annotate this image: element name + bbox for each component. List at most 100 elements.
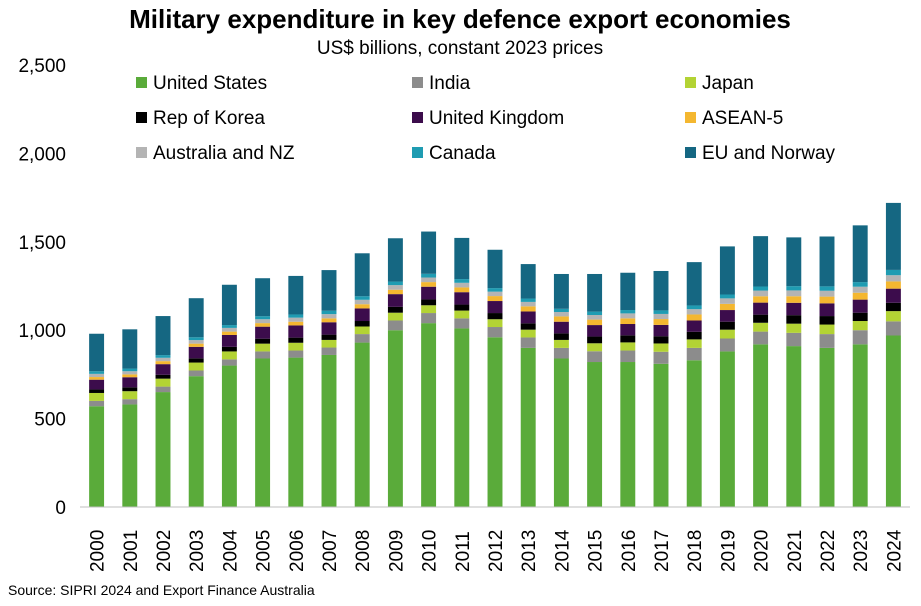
bar-segment-united-states-2012 [487, 337, 503, 507]
bar-segment-asean-5-2005 [255, 323, 271, 327]
bar-segment-japan-2013 [520, 329, 536, 338]
bar-segment-australia-and-nz-2002 [155, 357, 171, 362]
bar-segment-canada-2022 [819, 286, 835, 291]
bar-stack-2005 [255, 278, 271, 507]
chart-subtitle: US$ billions, constant 2023 prices [317, 38, 603, 59]
y-axis: 0 500 1,000 1,500 2,000 2,500 [18, 56, 66, 519]
bar-segment-japan-2000 [89, 392, 105, 401]
bar-segment-rep-of-korea-2007 [321, 334, 337, 340]
bar-segment-canada-2021 [786, 286, 802, 291]
x-tick-label: 2007 [320, 530, 341, 572]
bar-segment-australia-and-nz-2006 [288, 317, 304, 322]
bar-stack-2010 [421, 231, 437, 507]
bar-segment-asean-5-2007 [321, 318, 337, 323]
bar-stack-2013 [520, 264, 536, 507]
bar-segment-united-states-2001 [122, 404, 138, 507]
bar-segment-rep-of-korea-2012 [487, 313, 503, 320]
x-tick-label: 2002 [154, 530, 175, 572]
bar-segment-eu-and-norway-2021 [786, 237, 802, 287]
bar-segment-australia-and-nz-2010 [421, 277, 437, 283]
chart-source: Source: SIPRI 2024 and Export Finance Au… [8, 582, 315, 598]
bar-segment-india-2009 [387, 320, 403, 331]
bar-segment-canada-2020 [753, 286, 769, 291]
bar-stack-2007 [321, 270, 337, 507]
legend-swatch [685, 77, 696, 88]
bar-segment-india-2021 [786, 332, 802, 347]
bar-segment-canada-2002 [155, 355, 171, 358]
legend-label: Japan [702, 73, 754, 94]
y-tick-label: 2,000 [18, 144, 66, 165]
bar-segment-united-states-2011 [454, 328, 470, 507]
bar-stack-2018 [686, 262, 702, 507]
bar-segment-india-2012 [487, 327, 503, 338]
bar-segment-united-states-2013 [520, 347, 536, 507]
x-tick-label: 2021 [785, 530, 806, 572]
bar-segment-united-kingdom-2022 [819, 303, 835, 317]
x-tick-label: 2019 [718, 530, 739, 572]
legend-swatch [685, 112, 696, 123]
bar-segment-australia-and-nz-2001 [122, 371, 138, 375]
x-tick-label: 2022 [818, 530, 839, 572]
x-tick-label: 2018 [685, 530, 706, 572]
bar-segment-australia-and-nz-2011 [454, 282, 470, 288]
bar-segment-asean-5-2024 [885, 281, 901, 289]
x-tick-label: 2016 [619, 530, 640, 572]
bar-segment-eu-and-norway-2001 [122, 329, 138, 369]
bar-segment-united-kingdom-2010 [421, 286, 437, 300]
bar-segment-united-states-2007 [321, 354, 337, 507]
bar-segment-eu-and-norway-2012 [487, 249, 503, 289]
bar-segment-united-kingdom-2019 [719, 310, 735, 322]
bar-segment-india-2007 [321, 347, 337, 355]
legend-swatch [685, 147, 696, 158]
bar-segment-eu-and-norway-2015 [587, 273, 603, 312]
x-tick-label: 2011 [453, 531, 474, 572]
legend-label: United Kingdom [429, 108, 564, 129]
bar-segment-united-states-2004 [221, 365, 237, 507]
bar-segment-eu-and-norway-2009 [387, 238, 403, 282]
bar-segment-asean-5-2016 [620, 318, 636, 325]
bar-segment-canada-2011 [454, 279, 470, 283]
bar-stack-2001 [122, 329, 138, 507]
bar-segment-eu-and-norway-2016 [620, 272, 636, 311]
bar-segment-india-2003 [188, 370, 204, 377]
bar-segment-eu-and-norway-2019 [719, 246, 735, 295]
bar-segment-asean-5-2023 [852, 292, 868, 300]
bar-segment-rep-of-korea-2000 [89, 389, 105, 393]
bar-segment-canada-2001 [122, 368, 138, 372]
bar-segment-united-kingdom-2001 [122, 377, 138, 388]
bar-segment-rep-of-korea-2009 [387, 306, 403, 313]
bar-segment-india-2001 [122, 399, 138, 405]
bar-segment-united-states-2021 [786, 346, 802, 507]
bar-segment-eu-and-norway-2005 [255, 278, 271, 317]
bar-segment-eu-and-norway-2024 [885, 202, 901, 270]
bar-segment-united-states-2020 [753, 344, 769, 507]
bar-segment-canada-2005 [255, 316, 271, 320]
bar-stack-2015 [587, 273, 603, 507]
bar-segment-japan-2023 [852, 321, 868, 331]
bar-segment-india-2015 [587, 351, 603, 363]
bar-segment-australia-and-nz-2017 [653, 313, 669, 320]
legend-swatch [136, 77, 147, 88]
bar-stack-2022 [819, 236, 835, 507]
bar-segment-asean-5-2008 [354, 304, 370, 309]
bar-segment-japan-2007 [321, 339, 337, 348]
bar-segment-canada-2018 [686, 305, 702, 310]
bar-stack-2002 [155, 316, 171, 507]
legend-label: EU and Norway [702, 143, 836, 164]
x-tick-label: 2005 [254, 530, 275, 572]
y-tick-label: 500 [34, 410, 66, 431]
bar-stack-2006 [288, 275, 304, 507]
bar-stack-2024 [885, 202, 901, 507]
bar-segment-asean-5-2006 [288, 321, 304, 326]
bar-segment-united-states-2017 [653, 363, 669, 507]
bar-segment-united-kingdom-2012 [487, 301, 503, 314]
bar-segment-japan-2014 [553, 339, 569, 348]
bar-segment-united-states-2014 [553, 358, 569, 507]
bar-segment-asean-5-2014 [553, 316, 569, 322]
bar-segment-canada-2015 [587, 311, 603, 315]
bar-segment-asean-5-2012 [487, 296, 503, 302]
bar-segment-asean-5-2000 [89, 377, 105, 380]
bar-stack-2003 [188, 298, 204, 507]
bar-segment-united-kingdom-2009 [387, 294, 403, 307]
legend-swatch [412, 77, 423, 88]
